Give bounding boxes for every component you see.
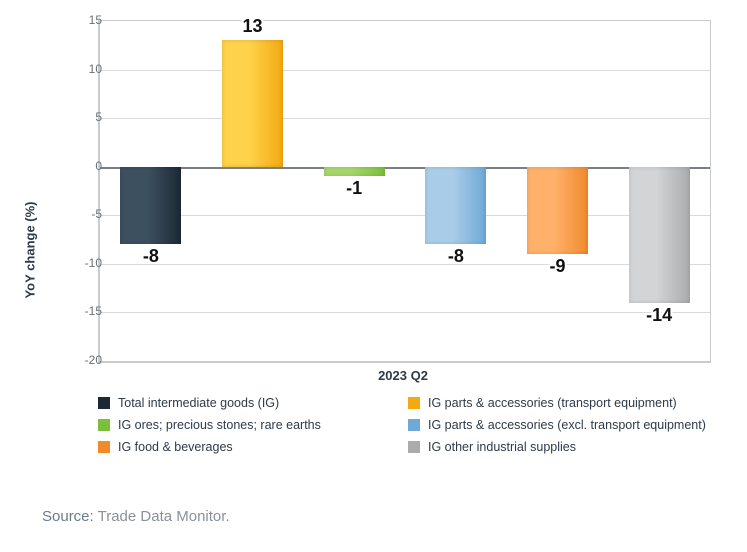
bar (629, 167, 690, 303)
figure-root: YoY change (%) -8 13 -1 -8 -9 -14 2023 Q2 Tot… (0, 0, 747, 552)
bar (527, 167, 588, 254)
data-label: 13 (242, 16, 262, 37)
legend-item: IG ores; precious stones; rare earths (98, 414, 408, 436)
legend-item: IG parts & accessories (excl. transport … (408, 414, 718, 436)
chart-area: YoY change (%) -813-1-8-9-14 2023 Q2 Tot… (40, 20, 720, 480)
legend-label: IG ores; precious stones; rare earths (118, 415, 321, 435)
source-line: Source: Trade Data Monitor. (42, 508, 230, 525)
y-tick-label: 0 (66, 159, 102, 173)
legend-label: Total intermediate goods (IG) (118, 393, 279, 413)
y-tick-label: -10 (66, 256, 102, 270)
legend-swatch (408, 441, 420, 453)
legend-swatch (98, 419, 110, 431)
legend-swatch (98, 397, 110, 409)
baseline (100, 167, 710, 169)
source-text: Trade Data Monitor. (98, 508, 230, 525)
legend-label: IG parts & accessories (excl. transport … (428, 415, 706, 435)
legend-label: IG food & beverages (118, 437, 233, 457)
x-category-label: 2023 Q2 (98, 368, 708, 383)
y-tick-label: 10 (66, 62, 102, 76)
legend-swatch (98, 441, 110, 453)
y-tick-label: 5 (66, 110, 102, 124)
bar (120, 167, 181, 245)
bar (324, 167, 385, 177)
legend-label: IG other industrial supplies (428, 437, 576, 457)
y-tick-label: -15 (66, 304, 102, 318)
legend-label: IG parts & accessories (transport equipm… (428, 393, 677, 413)
gridline (100, 312, 710, 313)
gridline (100, 215, 710, 216)
y-tick-label: 15 (66, 13, 102, 27)
gridline (100, 118, 710, 119)
legend-item: IG parts & accessories (transport equipm… (408, 392, 718, 414)
data-label: -8 (448, 246, 464, 267)
gridline (100, 264, 710, 265)
legend-swatch (408, 419, 420, 431)
data-label: -8 (143, 246, 159, 267)
data-label: -9 (549, 256, 565, 277)
y-tick-label: -20 (66, 353, 102, 367)
source-label: Source: (42, 508, 94, 525)
bar (425, 167, 486, 245)
data-label: -14 (646, 305, 672, 326)
y-axis-label: YoY change (%) (23, 201, 38, 298)
y-tick-label: -5 (66, 207, 102, 221)
legend-item: IG food & beverages (98, 436, 408, 458)
bar (222, 40, 283, 166)
legend-item: IG other industrial supplies (408, 436, 718, 458)
legend-swatch (408, 397, 420, 409)
legend: Total intermediate goods (IG) IG parts & … (98, 392, 718, 458)
data-label: -1 (346, 178, 362, 199)
gridline (100, 70, 710, 71)
plot-region: -813-1-8-9-14 (98, 20, 711, 363)
legend-item: Total intermediate goods (IG) (98, 392, 408, 414)
